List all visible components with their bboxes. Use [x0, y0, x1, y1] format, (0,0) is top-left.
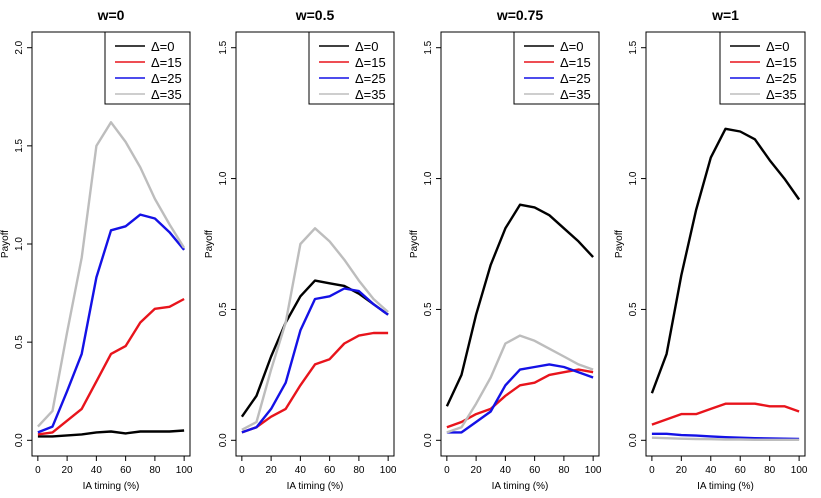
x-tick-label: 0	[444, 465, 450, 476]
series-line-4	[37, 121, 186, 428]
series-line-4	[446, 334, 594, 434]
x-tick-label: 20	[266, 465, 278, 476]
legend-label: Δ=25	[355, 71, 386, 86]
x-tick-label: 0	[35, 465, 41, 476]
x-tick-label: 80	[149, 465, 161, 476]
y-tick-label: 1.0	[423, 171, 434, 185]
x-tick-label: 100	[380, 465, 397, 476]
panel-2: w=0.5 0 20 40 60 80 100 IA timing (%) 0.0 0.5 1.0 1…	[204, 7, 397, 492]
legend-box	[104, 31, 191, 105]
y-tick-label: 0.0	[14, 433, 25, 447]
x-tick-label: 20	[62, 465, 74, 476]
panel-4: w=1 0 20 40 60 80 100 IA timing (%) 0.0 0.5 1.0 1.5…	[614, 7, 808, 492]
chart-title: w=0.5	[295, 7, 335, 23]
x-tick-label: 0	[239, 465, 245, 476]
x-axis-label: IA timing (%)	[697, 481, 754, 492]
y-tick-label: 1.0	[628, 171, 639, 185]
y-tick-label: 1.0	[14, 237, 25, 251]
legend-box	[308, 31, 395, 105]
y-tick-label: 0.0	[628, 433, 639, 447]
legend: Δ=0Δ=15Δ=25Δ=35	[513, 31, 600, 105]
legend-label: Δ=25	[151, 71, 182, 86]
series-line-1	[37, 429, 185, 438]
legend-label: Δ=35	[560, 87, 591, 102]
x-tick-label: 80	[764, 465, 776, 476]
legend-label: Δ=0	[151, 39, 175, 54]
series-line-3	[651, 432, 800, 441]
series-line-2	[651, 402, 800, 426]
y-axis-label: Payoff	[409, 230, 420, 258]
x-tick-label: 100	[176, 465, 193, 476]
y-tick-label: 0.5	[14, 335, 25, 349]
x-tick-label: 60	[324, 465, 336, 476]
legend-label: Δ=25	[766, 71, 797, 86]
legend-label: Δ=15	[766, 55, 797, 70]
panel-1: w=0 0 20 40 60 80 100 IA timing (%) 0.0 0.5 1.0 1.5…	[0, 7, 193, 492]
y-axis-label: Payoff	[614, 230, 625, 258]
legend-label: Δ=15	[355, 55, 386, 70]
x-tick-label: 40	[705, 465, 717, 476]
series-line-3	[241, 287, 389, 434]
y-axis-label: Payoff	[0, 230, 11, 258]
legend-box	[513, 31, 600, 105]
chart-title: w=0	[97, 7, 125, 23]
y-tick-label: 0.5	[628, 302, 639, 316]
y-tick-label: 2.0	[14, 40, 25, 54]
x-tick-label: 100	[791, 465, 808, 476]
x-tick-label: 40	[91, 465, 103, 476]
chart-title: w=1	[711, 7, 739, 23]
x-tick-label: 40	[500, 465, 512, 476]
y-tick-label: 0.5	[423, 302, 434, 316]
legend-label: Δ=0	[766, 39, 790, 54]
series-line-2	[241, 331, 389, 434]
x-tick-label: 60	[529, 465, 541, 476]
x-axis-label: IA timing (%)	[83, 481, 140, 492]
legend-label: Δ=15	[560, 55, 591, 70]
series-line-1	[240, 279, 389, 418]
series-line-2	[37, 297, 185, 436]
y-tick-label: 1.5	[14, 138, 25, 152]
y-tick-label: 1.5	[423, 40, 434, 54]
series-line-3	[37, 213, 186, 434]
x-tick-label: 40	[295, 465, 307, 476]
legend: Δ=0Δ=15Δ=25Δ=35	[104, 31, 191, 105]
legend-label: Δ=0	[355, 39, 379, 54]
y-tick-label: 0.0	[423, 433, 434, 447]
x-tick-label: 60	[735, 465, 747, 476]
legend-label: Δ=15	[151, 55, 182, 70]
y-axis-label: Payoff	[204, 230, 215, 258]
x-axis-label: IA timing (%)	[287, 481, 344, 492]
series-line-2	[446, 368, 594, 429]
y-tick-label: 1.5	[628, 40, 639, 54]
legend-label: Δ=35	[766, 87, 797, 102]
y-tick-label: 0.5	[218, 302, 229, 316]
legend: Δ=0Δ=15Δ=25Δ=35	[308, 31, 395, 105]
series-line-4	[241, 227, 389, 431]
x-tick-label: 100	[585, 465, 602, 476]
x-axis-label: IA timing (%)	[492, 481, 549, 492]
series-line-4	[651, 436, 800, 441]
panel-3: w=0.75 0 20 40 60 80 100 IA timing (%) 0.0 0.5 1.0…	[409, 7, 602, 492]
legend-label: Δ=35	[355, 87, 386, 102]
legend: Δ=0Δ=15Δ=25Δ=35	[719, 31, 806, 105]
chart-title: w=0.75	[496, 7, 544, 23]
legend-box	[719, 31, 806, 105]
x-tick-label: 20	[471, 465, 483, 476]
legend-label: Δ=35	[151, 87, 182, 102]
series-line-3	[446, 363, 594, 434]
x-tick-label: 80	[558, 465, 570, 476]
legend-label: Δ=25	[560, 71, 591, 86]
legend-label: Δ=0	[560, 39, 584, 54]
x-tick-label: 80	[353, 465, 365, 476]
series-line-1	[650, 127, 801, 394]
x-tick-label: 0	[649, 465, 655, 476]
y-tick-label: 1.0	[218, 171, 229, 185]
y-tick-label: 0.0	[218, 433, 229, 447]
x-tick-label: 20	[676, 465, 688, 476]
series-line-1	[445, 203, 594, 407]
y-tick-label: 1.5	[218, 40, 229, 54]
x-tick-label: 60	[120, 465, 132, 476]
